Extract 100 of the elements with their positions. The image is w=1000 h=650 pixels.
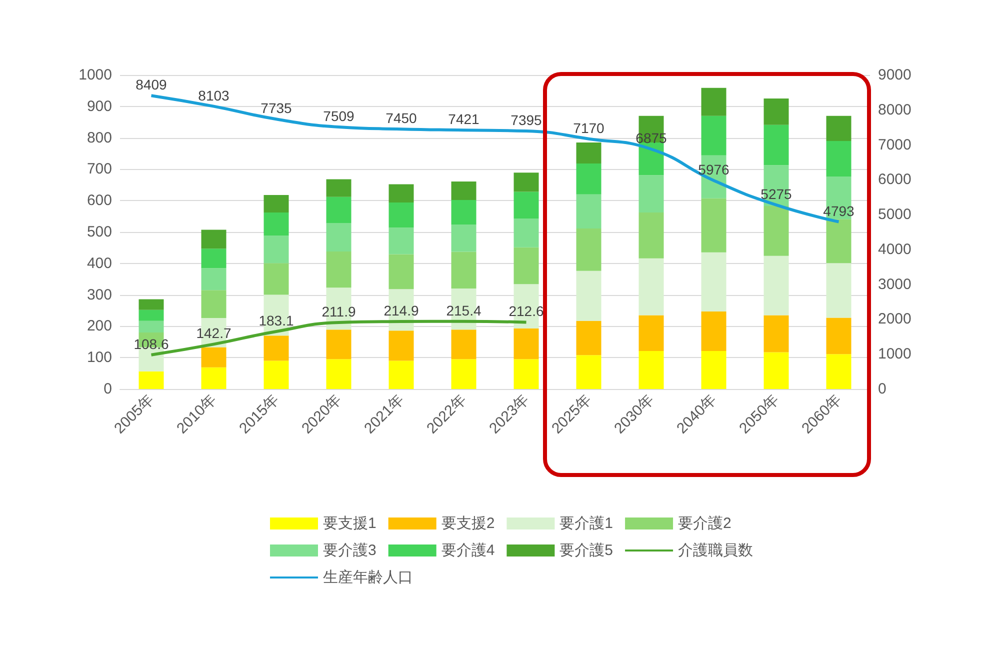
- data-label: 214.9: [384, 302, 419, 319]
- y2-tick-label: 3000: [878, 276, 912, 293]
- y-tick-label: 600: [86, 192, 112, 210]
- bar: [264, 360, 289, 389]
- bar: [326, 196, 352, 224]
- y2-tick-label: 6000: [878, 171, 912, 188]
- bar: [764, 98, 789, 125]
- bar: [388, 330, 414, 361]
- bar: [638, 175, 664, 213]
- bar: [388, 202, 414, 228]
- bar: [326, 330, 352, 360]
- bar: [576, 194, 602, 229]
- bar: [826, 263, 852, 318]
- bar: [326, 359, 352, 389]
- bar: [138, 320, 164, 332]
- bar: [514, 218, 539, 248]
- bar: [264, 194, 289, 213]
- bar: [576, 320, 602, 356]
- data-label: 7450: [386, 110, 418, 126]
- bar: [826, 219, 852, 264]
- bar: [388, 360, 414, 389]
- data-label: 7170: [573, 120, 605, 136]
- bar: [326, 251, 352, 288]
- bar: [701, 88, 726, 116]
- bar: [264, 263, 289, 295]
- bar: [638, 351, 664, 389]
- bar: [451, 200, 476, 225]
- legend-label: 要介護4: [441, 542, 495, 559]
- data-label: 8103: [198, 87, 230, 104]
- y-tick-label: 800: [86, 129, 112, 146]
- legend-label: 要介護5: [560, 542, 614, 559]
- bar: [264, 236, 289, 264]
- y2-tick-label: 1000: [878, 346, 912, 363]
- bar: [138, 299, 164, 310]
- legend-label: 要支援1: [323, 515, 376, 532]
- bar: [264, 336, 289, 361]
- data-label: 7421: [448, 111, 480, 128]
- legend-label: 要介護2: [678, 515, 732, 532]
- y2-tick-label: 0: [878, 380, 886, 398]
- data-label: 183.1: [258, 312, 294, 329]
- bar: [701, 116, 726, 156]
- bar: [451, 330, 476, 360]
- bar: [826, 140, 852, 177]
- legend-label: 要支援2: [441, 515, 495, 532]
- bar: [576, 355, 602, 389]
- bar: [514, 328, 539, 360]
- bar: [388, 184, 414, 202]
- y2-tick-label: 2000: [878, 310, 912, 328]
- bar: [826, 116, 852, 141]
- y2-tick-label: 7000: [878, 136, 912, 154]
- bar: [576, 164, 602, 194]
- data-label: 142.7: [196, 325, 232, 342]
- bar: [201, 268, 226, 290]
- bar: [764, 206, 789, 256]
- y-tick-label: 0: [104, 380, 112, 398]
- bar: [826, 318, 852, 354]
- legend-label: 生産年齢人口: [323, 569, 413, 586]
- y-tick-label: 300: [86, 286, 112, 304]
- bar: [764, 352, 789, 389]
- bar: [264, 212, 289, 236]
- bar: [388, 228, 414, 254]
- bar: [764, 315, 789, 352]
- bar: [326, 179, 352, 197]
- bar: [451, 181, 476, 200]
- bar: [826, 354, 852, 389]
- bar: [701, 351, 726, 389]
- bar: [451, 224, 476, 252]
- legend-label: 要介護1: [560, 515, 614, 532]
- bar: [576, 228, 602, 271]
- bar: [388, 254, 414, 290]
- bar: [514, 359, 539, 389]
- data-label: 7509: [323, 108, 355, 124]
- data-label: 212.6: [508, 303, 544, 320]
- data-label: 8409: [136, 76, 168, 93]
- y-tick-label: 400: [86, 254, 112, 272]
- bar: [201, 230, 226, 249]
- data-label: 7735: [260, 100, 292, 116]
- bar: [638, 212, 664, 258]
- bar: [701, 311, 726, 352]
- bar: [201, 248, 226, 268]
- y-tick-label: 900: [86, 98, 112, 115]
- bar: [514, 172, 539, 192]
- y2-tick-label: 9000: [878, 66, 912, 84]
- bar: [576, 270, 602, 321]
- y-tick-label: 700: [86, 160, 112, 178]
- y2-tick-label: 4000: [878, 240, 912, 258]
- bar: [576, 142, 602, 164]
- bar: [451, 252, 476, 289]
- legend-label: 要介護3: [323, 542, 376, 559]
- legend-label: 介護職員数: [678, 542, 754, 559]
- y2-tick-label: 8000: [878, 101, 912, 118]
- bar: [201, 347, 226, 368]
- y-tick-label: 100: [86, 349, 112, 366]
- bar: [138, 371, 164, 389]
- bar: [764, 124, 789, 166]
- bar: [514, 192, 539, 218]
- bar: [514, 247, 539, 284]
- data-label: 7395: [510, 112, 542, 128]
- bar: [201, 367, 226, 389]
- bar: [451, 359, 476, 389]
